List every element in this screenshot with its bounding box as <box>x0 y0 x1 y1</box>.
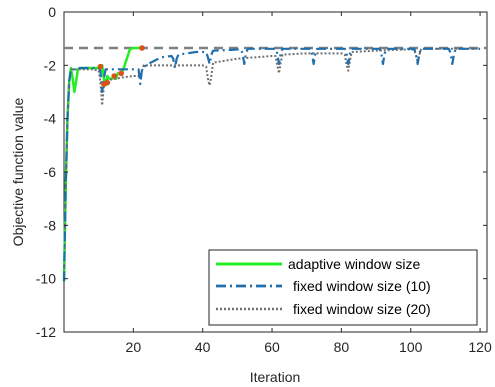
legend-label-fixed-20: fixed window size (20) <box>293 301 431 317</box>
y-tick-label: 0 <box>48 4 56 20</box>
switch-marker <box>139 45 145 51</box>
switch-marker <box>111 73 118 79</box>
marker-layer <box>97 45 145 87</box>
legend-label-fixed-10: fixed window size (10) <box>293 278 431 294</box>
series-fixed-window-20 <box>63 47 481 282</box>
legend: adaptive window size fixed window size (… <box>208 249 478 326</box>
y-tick-label: -6 <box>44 164 57 180</box>
switch-marker <box>104 79 111 86</box>
y-tick-label: -2 <box>44 57 57 73</box>
x-axis-title: Iteration <box>250 369 301 385</box>
x-tick-label: 120 <box>468 339 492 355</box>
y-axis-title: Objective function value <box>10 97 26 246</box>
x-tick-label: 80 <box>334 339 350 355</box>
series-layer <box>62 46 481 282</box>
x-tick-label: 60 <box>264 339 280 355</box>
x-tick-label: 20 <box>126 339 142 355</box>
x-tick-label: 100 <box>399 339 423 355</box>
x-tick-label: 40 <box>195 339 211 355</box>
y-tick-label: -10 <box>36 271 56 287</box>
series-adaptive-window <box>62 46 144 282</box>
series-fixed-window-10 <box>62 47 481 282</box>
y-axis-ticks: 0 -2 -4 -6 -8 -10 -12 <box>36 4 487 340</box>
y-tick-label: -8 <box>44 217 57 233</box>
y-tick-label: -12 <box>36 324 56 340</box>
switch-marker <box>97 63 104 70</box>
y-tick-label: -4 <box>44 111 57 127</box>
legend-label-adaptive: adaptive window size <box>288 256 421 272</box>
x-axis-ticks: 20 40 60 80 100 120 <box>126 12 492 355</box>
switch-marker <box>118 70 125 77</box>
